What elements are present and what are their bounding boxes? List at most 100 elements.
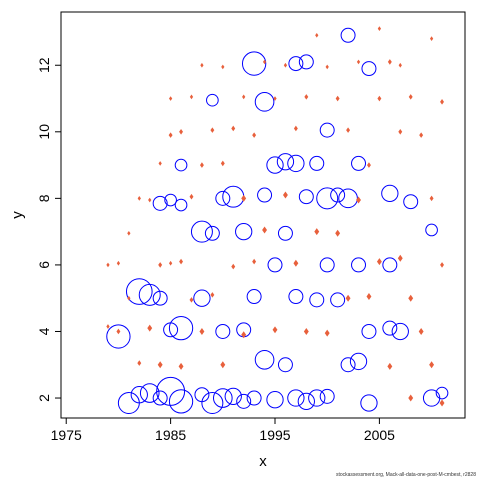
small-marker-point: [387, 362, 393, 370]
small-marker-point: [189, 94, 194, 100]
open-circle-point: [340, 357, 356, 373]
small-marker-point: [429, 36, 434, 41]
small-marker-point: [377, 26, 382, 31]
open-circle-point: [298, 54, 314, 70]
small-marker-point: [419, 132, 424, 138]
small-marker-point: [282, 191, 288, 199]
plot-frame: [60, 11, 466, 419]
open-circle-point: [254, 92, 275, 112]
open-circle-point: [391, 322, 409, 341]
y-tick-label: 8: [36, 194, 52, 202]
open-circle-point: [435, 386, 449, 400]
open-circle-point: [190, 220, 213, 243]
open-circle-point: [246, 289, 262, 305]
small-marker-point: [314, 228, 320, 236]
small-marker-point: [335, 95, 340, 102]
open-circle-point: [246, 390, 262, 406]
y-tick-label: 4: [36, 327, 52, 335]
small-marker-point: [220, 160, 225, 167]
open-circle-point: [193, 289, 211, 307]
small-marker-point: [377, 95, 382, 102]
open-circle-point: [422, 389, 441, 407]
open-circle-point: [257, 187, 273, 203]
small-marker-point: [252, 132, 257, 138]
open-circle-point: [349, 352, 368, 371]
open-circle-point: [138, 283, 161, 306]
small-marker-point: [199, 327, 205, 335]
small-marker-point: [106, 262, 110, 268]
small-marker-point: [210, 292, 215, 298]
open-circle-point: [360, 394, 378, 412]
open-circle-point: [236, 393, 252, 409]
open-circle-point: [212, 388, 233, 408]
open-circle-point: [254, 349, 275, 370]
open-circle-point: [156, 376, 186, 406]
open-circle-point: [287, 389, 305, 407]
small-marker-point: [116, 328, 121, 335]
small-marker-point: [262, 226, 268, 234]
small-marker-point: [221, 64, 225, 70]
small-marker-point: [439, 399, 445, 407]
small-marker-point: [387, 59, 392, 65]
x-tick-label: 1985: [155, 427, 186, 443]
open-circle-point: [425, 223, 438, 237]
small-marker-point: [137, 360, 142, 366]
open-circle-point: [266, 391, 284, 409]
small-marker-point: [252, 258, 257, 265]
open-circle-point: [351, 257, 367, 273]
small-marker-point: [366, 293, 372, 301]
open-circle-point: [330, 292, 346, 308]
small-marker-point: [345, 294, 351, 302]
open-circle-point: [309, 292, 325, 308]
small-marker-point: [429, 195, 434, 202]
open-circle-point: [381, 184, 399, 203]
small-marker-point: [116, 260, 121, 266]
open-circle-point: [340, 27, 356, 43]
x-tick-label: 1995: [259, 427, 290, 443]
small-marker-point: [147, 324, 153, 332]
open-circle-point: [163, 322, 179, 338]
small-marker-point: [418, 327, 424, 335]
open-circle-point: [152, 195, 168, 211]
open-circle-point: [168, 389, 194, 414]
open-circle-point: [206, 93, 219, 107]
small-marker-point: [293, 259, 299, 267]
small-marker-point: [231, 263, 236, 270]
open-circle-point: [222, 185, 245, 208]
small-marker-point: [220, 361, 226, 369]
small-marker-point: [293, 125, 298, 132]
axes-layer: 1975 1985 1995 2005 2 4 6 8 10 12: [36, 57, 395, 443]
small-marker-point: [346, 127, 351, 133]
open-circle-point: [174, 198, 188, 212]
small-marker-point: [210, 127, 215, 133]
open-circle-point: [241, 51, 267, 76]
x-tick-label: 2005: [364, 427, 395, 443]
open-circle-point: [382, 257, 398, 273]
open-circle-point: [309, 155, 325, 171]
small-marker-point: [324, 329, 330, 337]
open-circle-point: [106, 324, 131, 349]
open-circle-point: [319, 388, 335, 404]
open-circle-point: [316, 187, 339, 210]
small-marker-point: [304, 94, 309, 100]
small-marker-point: [397, 254, 403, 262]
small-marker-point: [189, 297, 194, 303]
small-marker-point: [168, 132, 173, 138]
small-marker-point: [356, 196, 361, 204]
small-marker-point: [440, 262, 444, 268]
open-circle-point: [266, 156, 284, 174]
open-circle-point: [319, 122, 335, 138]
open-circle-point: [215, 323, 231, 339]
open-circle-point: [351, 155, 367, 171]
open-circle-point: [277, 357, 293, 373]
open-circle-point: [361, 323, 377, 339]
open-circle-point: [267, 257, 283, 273]
small-marker-point: [408, 394, 414, 402]
open-circle-point: [235, 222, 253, 241]
open-circle-point: [117, 392, 140, 415]
y-tick-label: 10: [36, 124, 52, 140]
y-axis-title: y: [9, 211, 26, 219]
open-circle-point: [298, 189, 314, 205]
small-marker-point: [367, 162, 371, 168]
open-circle-point: [338, 188, 358, 209]
